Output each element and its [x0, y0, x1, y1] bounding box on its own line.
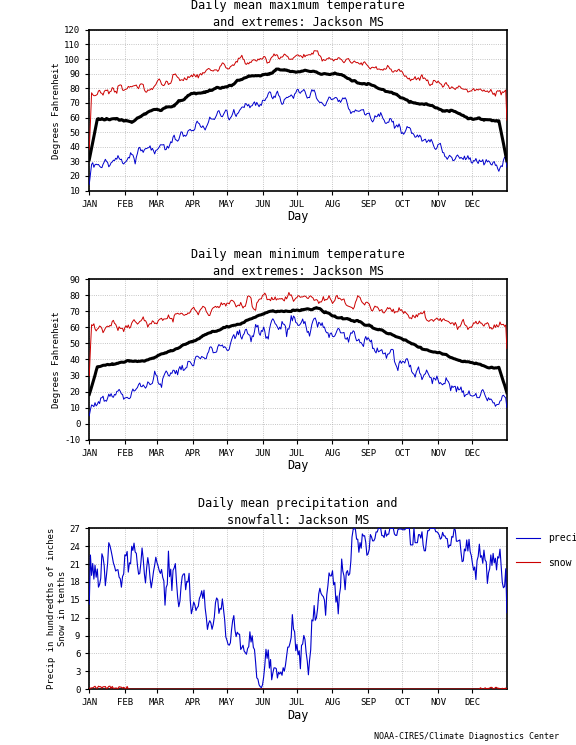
Y-axis label: Degrees Fahrenheit: Degrees Fahrenheit — [52, 62, 62, 159]
snow — [107, 682, 113, 691]
Y-axis label: Precip in hundredths of inches
Snow in tenths: Precip in hundredths of inches Snow in t… — [47, 528, 67, 689]
snow — [126, 685, 133, 694]
X-axis label: Day: Day — [287, 210, 309, 223]
snow — [255, 685, 262, 694]
precip — [174, 592, 181, 601]
Text: NOAA-CIRES/Climate Diagnostics Center: NOAA-CIRES/Climate Diagnostics Center — [374, 732, 559, 741]
precip — [252, 658, 259, 667]
precip — [446, 541, 453, 550]
snow — [486, 684, 493, 693]
precip — [258, 683, 265, 692]
Legend: precip, snow: precip, snow — [516, 533, 576, 568]
X-axis label: Day: Day — [287, 708, 309, 722]
snow — [446, 685, 453, 694]
Line: precip: precip — [89, 528, 507, 688]
snow — [176, 685, 183, 694]
precip — [86, 600, 93, 609]
Title: Daily mean minimum temperature
and extremes: Jackson MS: Daily mean minimum temperature and extre… — [191, 248, 405, 278]
Title: Daily mean precipitation and
snowfall: Jackson MS: Daily mean precipitation and snowfall: J… — [198, 497, 398, 527]
precip — [503, 608, 510, 617]
Y-axis label: Degrees Fahrenheit: Degrees Fahrenheit — [52, 311, 62, 408]
snow — [86, 684, 93, 693]
precip — [255, 675, 262, 684]
snow — [203, 685, 210, 694]
precip — [351, 524, 358, 533]
snow — [257, 685, 264, 694]
X-axis label: Day: Day — [287, 459, 309, 472]
precip — [486, 564, 493, 573]
precip — [200, 586, 207, 595]
Line: snow: snow — [89, 686, 507, 689]
snow — [503, 685, 510, 694]
Title: Daily mean maximum temperature
and extremes: Jackson MS: Daily mean maximum temperature and extre… — [191, 0, 405, 28]
